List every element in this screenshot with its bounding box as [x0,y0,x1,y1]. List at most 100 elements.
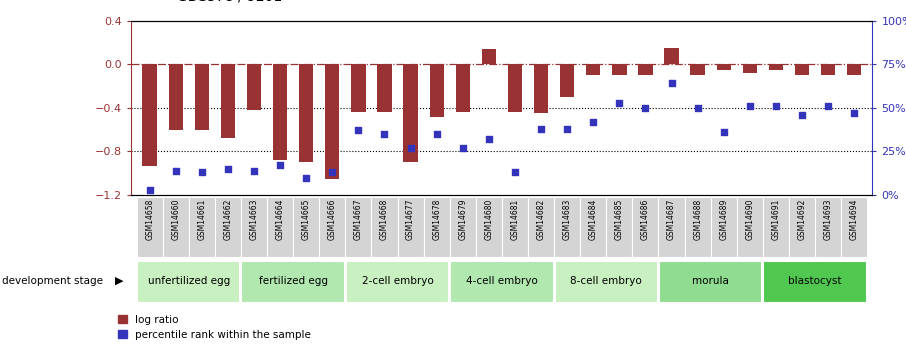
Text: GSM14663: GSM14663 [249,198,258,240]
Text: GSM14666: GSM14666 [328,198,337,240]
Text: GSM14661: GSM14661 [198,198,207,240]
Bar [377,64,391,112]
Bar [142,64,157,166]
Text: development stage: development stage [2,276,102,286]
Text: GSM14677: GSM14677 [406,198,415,240]
Point [142,187,157,193]
Bar [215,197,241,257]
Text: GDS578 / 9201: GDS578 / 9201 [177,0,282,3]
Bar [769,64,783,70]
Bar [195,64,209,130]
Text: GSM14668: GSM14668 [380,198,389,240]
Bar [685,197,710,257]
Text: unfertilized egg: unfertilized egg [148,276,230,286]
Text: 4-cell embryo: 4-cell embryo [466,276,538,286]
Bar [664,48,679,64]
Bar [586,64,601,75]
Bar [242,261,345,303]
Point [560,126,574,131]
Bar [371,197,398,257]
Bar [299,64,313,162]
Text: GSM14679: GSM14679 [458,198,467,240]
Bar [502,197,528,257]
Text: GSM14685: GSM14685 [615,198,624,240]
Bar [398,197,424,257]
Text: fertilized egg: fertilized egg [258,276,328,286]
Bar [476,197,502,257]
Point [429,131,444,137]
Point [534,126,548,131]
Point [352,128,366,133]
Point [795,112,809,118]
Point [690,105,705,110]
Legend: log ratio, percentile rank within the sample: log ratio, percentile rank within the sa… [119,315,311,340]
Bar [821,64,835,75]
Text: GSM14692: GSM14692 [797,198,806,240]
Bar [449,197,476,257]
Point [195,169,209,175]
Text: GSM14684: GSM14684 [589,198,598,240]
Point [717,129,731,135]
Point [221,166,236,171]
Text: GSM14680: GSM14680 [485,198,494,240]
Text: GSM14694: GSM14694 [850,198,859,240]
Bar [246,64,261,110]
Text: GSM14687: GSM14687 [667,198,676,240]
Bar [737,197,763,257]
Text: GSM14682: GSM14682 [536,198,545,240]
Bar [612,64,627,75]
Bar [403,64,418,162]
Bar [429,64,444,117]
Bar [424,197,449,257]
Point [586,119,601,125]
Bar [345,197,371,257]
Bar [764,261,867,303]
Text: GSM14691: GSM14691 [771,198,780,240]
Text: GSM14658: GSM14658 [145,198,154,240]
Bar [717,64,731,70]
Bar [554,197,580,257]
Bar [325,64,340,179]
Bar [346,261,449,303]
Bar [789,197,815,257]
Point [246,168,261,173]
Text: GSM14690: GSM14690 [746,198,755,240]
Bar [841,197,867,257]
Text: GSM14686: GSM14686 [641,198,650,240]
Text: morula: morula [692,276,729,286]
Bar [456,64,470,112]
Point [507,169,522,175]
Text: GSM14664: GSM14664 [275,198,284,240]
Bar [450,261,554,303]
Text: GSM14665: GSM14665 [302,198,311,240]
Bar [534,64,548,113]
Bar [352,64,366,112]
Point [612,100,627,105]
Bar [743,64,757,73]
Text: ▶: ▶ [115,276,123,286]
Bar [659,197,685,257]
Bar [690,64,705,75]
Bar [169,64,183,130]
Bar [267,197,294,257]
Bar [560,64,574,97]
Point [456,145,470,151]
Text: GSM14689: GSM14689 [719,198,728,240]
Bar [188,197,215,257]
Bar [507,64,522,112]
Text: GSM14688: GSM14688 [693,198,702,240]
Point [664,81,679,86]
Bar [659,261,762,303]
Bar [137,261,240,303]
Bar [632,197,659,257]
Bar [847,64,862,75]
Bar [273,64,287,160]
Point [821,103,835,109]
Point [377,131,391,137]
Bar [710,197,737,257]
Bar [763,197,789,257]
Point [638,105,652,110]
Text: GSM14667: GSM14667 [354,198,363,240]
Bar [638,64,652,75]
Bar [294,197,319,257]
